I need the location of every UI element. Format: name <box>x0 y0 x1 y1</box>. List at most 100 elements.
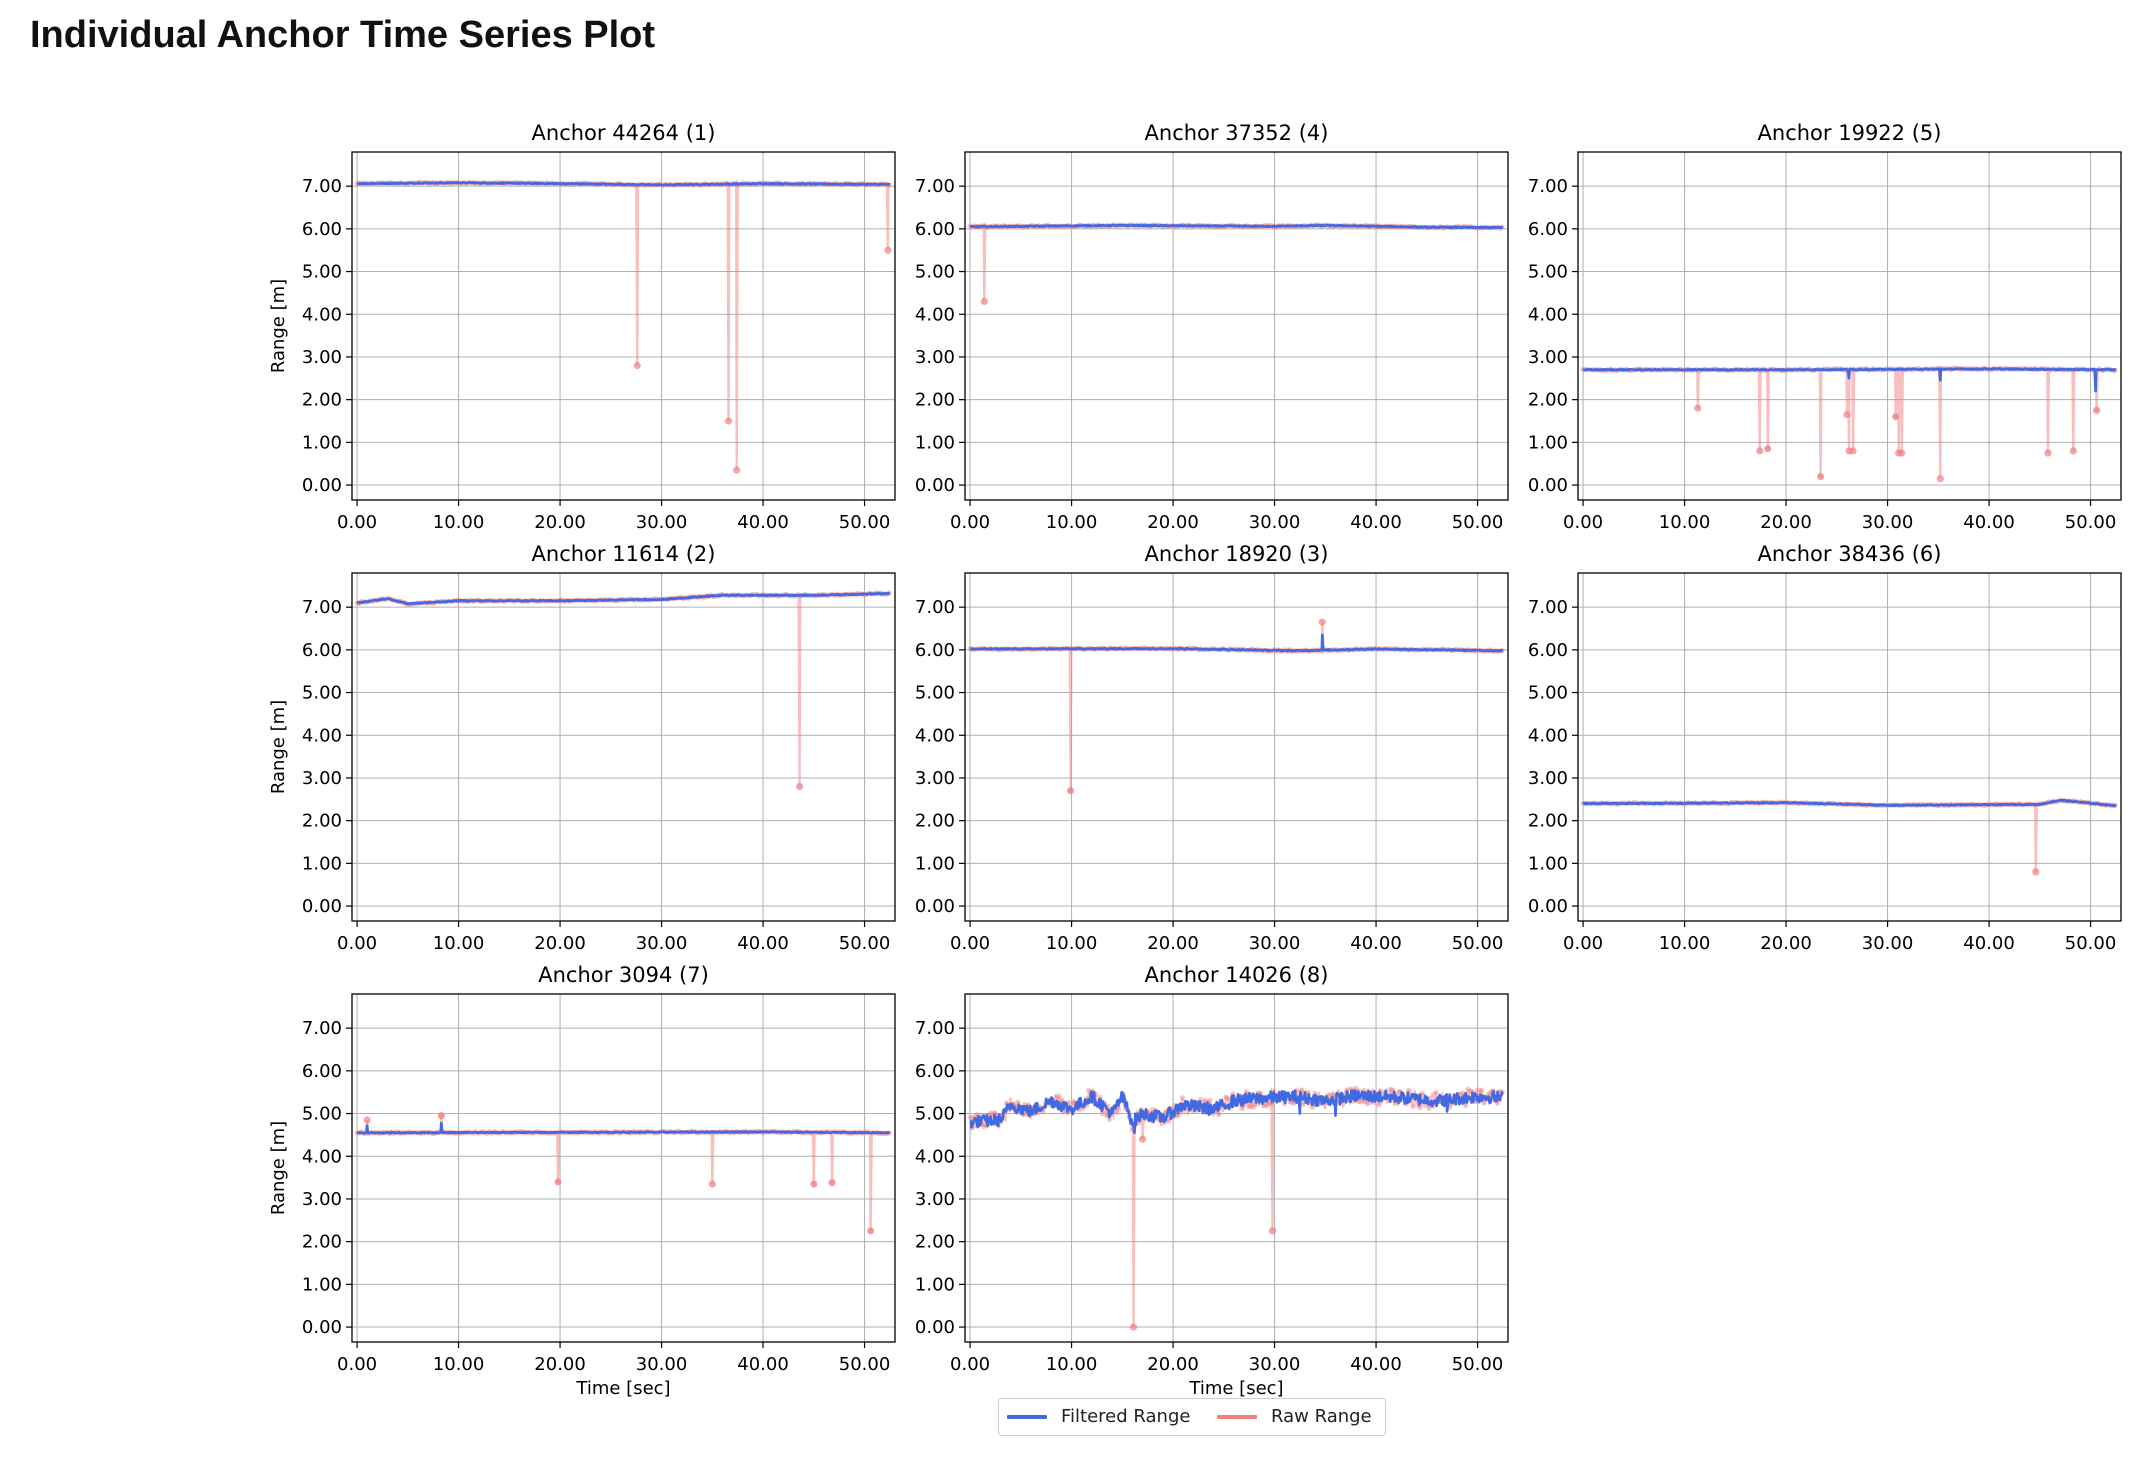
raw-spike-point <box>828 1179 836 1187</box>
y-tick-label: 0.00 <box>915 1317 955 1338</box>
raw-spike-point <box>2093 406 2101 414</box>
plot-area <box>965 573 1508 921</box>
raw-point <box>1410 1103 1416 1110</box>
raw-spike-point <box>633 361 641 370</box>
x-tick-label: 20.00 <box>534 1354 586 1375</box>
y-tick-label: 7.00 <box>302 176 342 197</box>
y-tick-label: 7.00 <box>915 1018 955 1039</box>
y-tick-label: 4.00 <box>302 725 342 746</box>
subplot-8: 0.00 10.00 20.00 30.00 40.00 50.00 0.00 1.00 2.0… <box>915 963 1509 1399</box>
subplot-3: 0.00 10.00 20.00 30.00 40.00 50.00 0.00 1.00 2.0… <box>1528 121 2122 533</box>
y-tick-label: 3.00 <box>915 347 955 368</box>
raw-point <box>1376 1102 1382 1108</box>
axes-frame <box>1577 151 2122 501</box>
y-tick-label: 1.00 <box>1528 432 1568 453</box>
raw-spike-point <box>724 417 733 425</box>
subplot-title: Anchor 37352 (4) <box>1145 121 1329 145</box>
y-tick-label: 5.00 <box>302 1104 342 1125</box>
x-tick-label: 20.00 <box>1760 512 1812 533</box>
x-tick-label: 10.00 <box>433 1354 485 1375</box>
x-tick-label: 50.00 <box>2065 512 2117 533</box>
y-tick-label: 7.00 <box>302 597 342 618</box>
y-tick-label: 6.00 <box>302 640 342 661</box>
raw-point <box>1433 1089 1439 1095</box>
y-tick-label: 5.00 <box>1528 683 1568 704</box>
y-tick-label: 3.00 <box>915 1189 955 1210</box>
raw-spike-point <box>1764 445 1772 453</box>
y-tick-label: 6.00 <box>915 219 955 240</box>
x-tick-label: 0.00 <box>950 1354 990 1375</box>
raw-point <box>967 1114 973 1121</box>
y-tick-label: 6.00 <box>915 640 955 661</box>
x-tick-label: 30.00 <box>636 512 688 533</box>
y-tick-label: 4.00 <box>915 304 955 325</box>
subplot-1: 0.00 10.00 20.00 30.00 40.00 50.00 0.00 1.00 2.0… <box>268 121 896 533</box>
filtered-range-line <box>356 181 891 187</box>
y-tick-label: 3.00 <box>302 768 342 789</box>
x-tick-label: 10.00 <box>1046 933 1098 954</box>
raw-point <box>1225 1095 1231 1102</box>
raw-spike-point <box>733 466 741 474</box>
y-tick-label: 0.00 <box>1528 896 1568 917</box>
y-tick-label: 7.00 <box>1528 597 1568 618</box>
x-tick-label: 0.00 <box>337 933 377 954</box>
x-tick-label: 40.00 <box>737 1354 789 1375</box>
x-tick-label: 20.00 <box>1760 933 1812 954</box>
x-tick-label: 50.00 <box>2065 933 2117 954</box>
plot-area <box>1578 573 2121 921</box>
x-tick-label: 0.00 <box>337 512 377 533</box>
raw-point <box>1417 1105 1423 1111</box>
subplot-title: Anchor 11614 (2) <box>532 542 716 566</box>
y-tick-label: 1.00 <box>302 853 342 874</box>
x-tick-label: 40.00 <box>1350 933 1402 954</box>
x-tick-label: 10.00 <box>1046 512 1098 533</box>
raw-spike-point <box>1139 1135 1147 1143</box>
x-tick-label: 10.00 <box>1659 512 1711 533</box>
y-tick-label: 4.00 <box>302 1146 342 1167</box>
y-tick-label: 5.00 <box>302 683 342 704</box>
y-tick-label: 6.00 <box>302 1061 342 1082</box>
y-tick-label: 7.00 <box>915 176 955 197</box>
y-tick-label: 7.00 <box>1528 176 1568 197</box>
subplot-title: Anchor 3094 (7) <box>538 963 709 987</box>
x-tick-label: 20.00 <box>1147 1354 1199 1375</box>
x-tick-label: 20.00 <box>534 933 586 954</box>
x-tick-label: 40.00 <box>737 933 789 954</box>
subplot-title: Anchor 38436 (6) <box>1758 542 1942 566</box>
y-tick-label: 4.00 <box>1528 304 1568 325</box>
x-tick-label: 0.00 <box>950 933 990 954</box>
x-tick-label: 40.00 <box>1350 1354 1402 1375</box>
y-tick-label: 2.00 <box>1528 811 1568 832</box>
raw-spike-point <box>1843 411 1851 419</box>
raw-spike-point <box>437 1112 445 1120</box>
x-tick-label: 30.00 <box>1249 1354 1301 1375</box>
raw-spike-point <box>1756 447 1764 455</box>
raw-spike-point <box>810 1180 818 1188</box>
x-tick-label: 50.00 <box>1452 1354 1504 1375</box>
subplot-7: 0.00 10.00 20.00 30.00 40.00 50.00 0.00 1.00 2.0… <box>268 963 896 1399</box>
raw-point <box>1364 1101 1371 1107</box>
raw-spike-point <box>2032 868 2040 876</box>
x-tick-label: 50.00 <box>839 933 891 954</box>
y-tick-label: 6.00 <box>1528 219 1568 240</box>
axes-frame <box>964 151 1509 501</box>
x-tick-label: 50.00 <box>1452 512 1504 533</box>
raw-spike-point <box>554 1178 562 1186</box>
y-tick-label: 2.00 <box>915 1232 955 1253</box>
y-tick-label: 4.00 <box>302 304 342 325</box>
x-tick-label: 20.00 <box>1147 933 1199 954</box>
plot-area <box>352 573 895 921</box>
y-tick-label: 2.00 <box>915 390 955 411</box>
raw-spike-point <box>1849 447 1857 455</box>
raw-spike-point <box>1066 787 1075 795</box>
legend: Filtered Range Raw Range <box>998 1398 1386 1436</box>
x-tick-label: 30.00 <box>1249 933 1301 954</box>
y-tick-label: 2.00 <box>302 390 342 411</box>
y-tick-label: 6.00 <box>302 219 342 240</box>
y-tick-label: 7.00 <box>915 597 955 618</box>
y-tick-label: 7.00 <box>302 1018 342 1039</box>
x-tick-label: 40.00 <box>1350 512 1402 533</box>
y-tick-label: 6.00 <box>1528 640 1568 661</box>
x-tick-label: 10.00 <box>1046 1354 1098 1375</box>
